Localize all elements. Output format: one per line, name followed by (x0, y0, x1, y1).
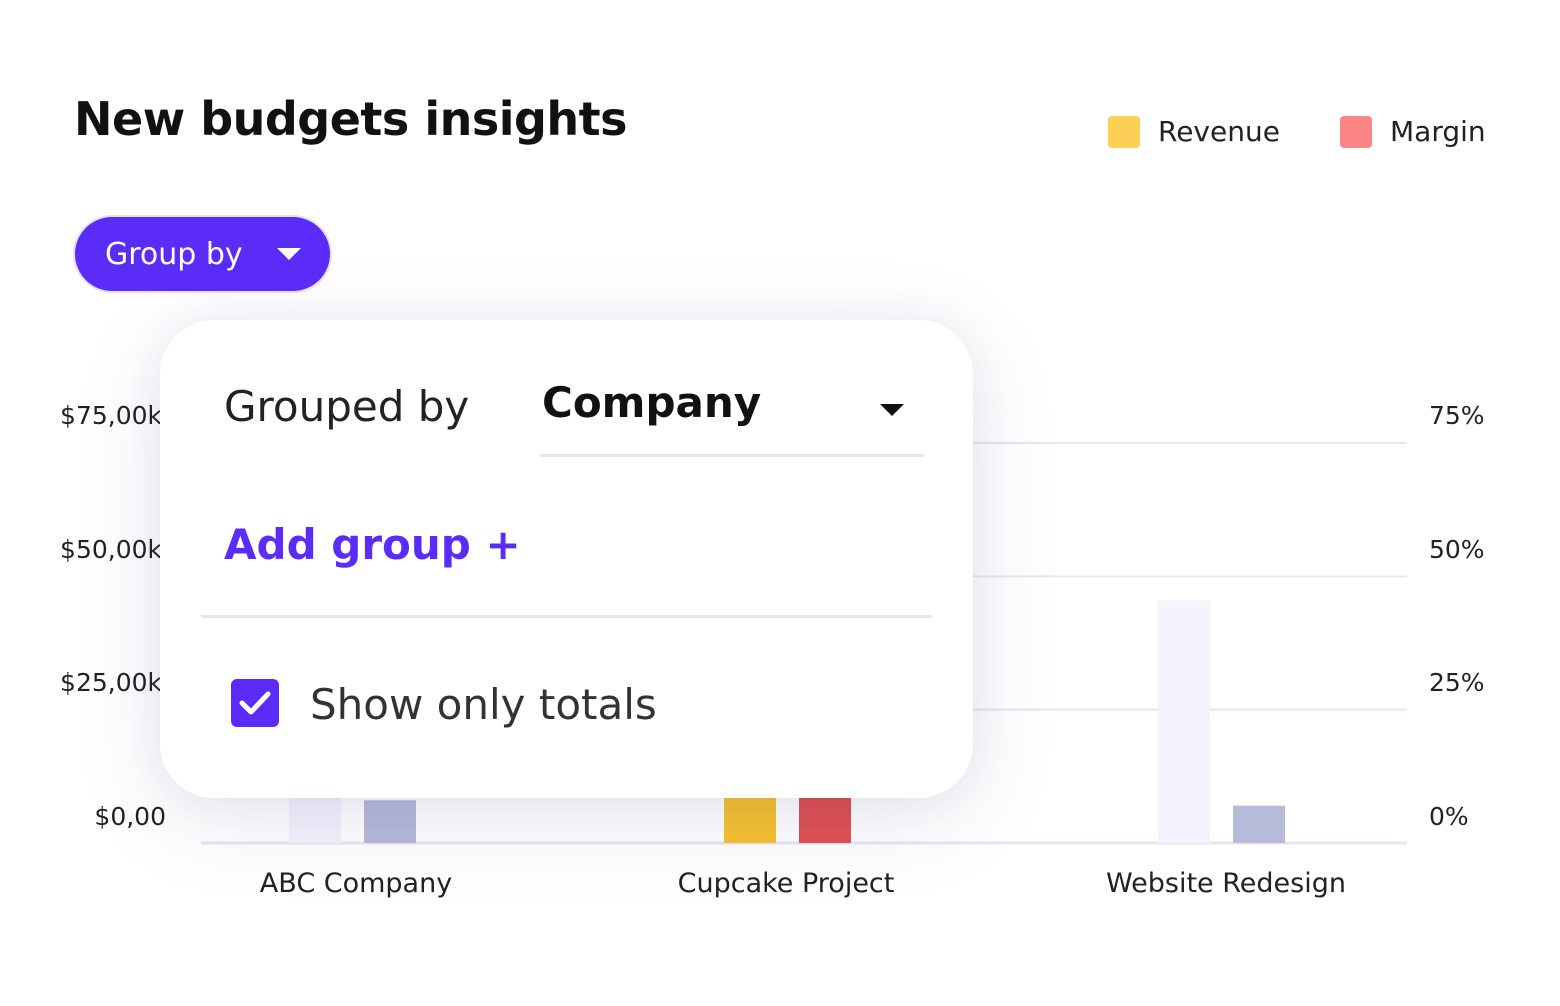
y-tick-right: 0% (1429, 802, 1469, 831)
x-tick: Website Redesign (1106, 868, 1346, 899)
revenue-swatch (1108, 115, 1140, 148)
y-tick-left: $0,00 (94, 802, 166, 831)
margin-bar (1233, 805, 1285, 843)
legend-margin: Margin (1340, 115, 1486, 148)
legend-revenue: Revenue (1108, 115, 1280, 148)
y-tick-left: $25,00k (60, 668, 162, 697)
x-tick: Cupcake Project (677, 868, 895, 899)
x-tick: ABC Company (259, 868, 453, 899)
margin-swatch (1340, 115, 1372, 148)
revenue-bar (1158, 600, 1210, 843)
y-tick-left: $75,00k (60, 401, 162, 430)
check-icon (239, 691, 271, 715)
caret-down-icon (880, 404, 904, 416)
group-by-button[interactable]: Group by (75, 217, 330, 291)
y-tick-left: $50,00k (60, 535, 162, 564)
caret-down-icon (276, 248, 301, 260)
legend-label: Margin (1390, 115, 1486, 148)
y-tick-right: 50% (1429, 535, 1485, 564)
y-tick-right: 75% (1429, 401, 1485, 430)
divider (201, 615, 932, 618)
show-totals-checkbox[interactable] (231, 679, 279, 727)
group-by-label: Group by (105, 236, 243, 272)
legend-label: Revenue (1158, 115, 1280, 148)
group-by-popover: Grouped by Company Add group + Show only… (160, 320, 973, 798)
page-title: New budgets insights (74, 92, 628, 146)
grouped-by-label: Grouped by (224, 382, 470, 431)
group-select[interactable]: Company (540, 370, 924, 457)
show-totals-label: Show only totals (310, 680, 657, 729)
add-group-link[interactable]: Add group + (224, 520, 521, 569)
y-tick-right: 25% (1429, 668, 1485, 697)
margin-bar (364, 800, 416, 843)
group-select-value: Company (542, 378, 762, 427)
